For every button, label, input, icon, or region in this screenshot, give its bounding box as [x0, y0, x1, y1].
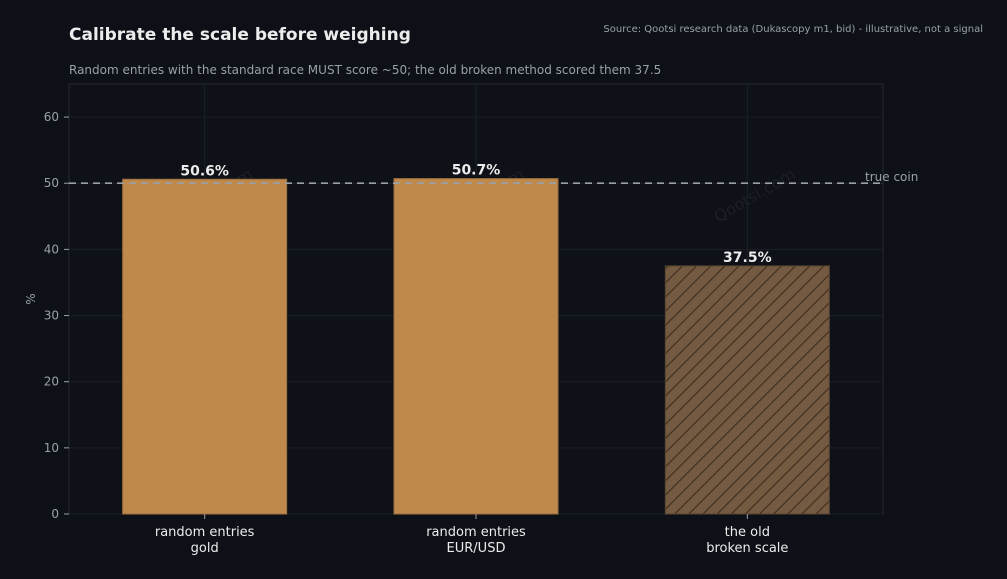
- y-tick-label: 60: [44, 110, 59, 124]
- bar: [393, 178, 559, 515]
- x-tick-label: random entries EUR/USD: [426, 525, 526, 556]
- bar-hatched: [664, 265, 830, 515]
- value-label: 50.7%: [452, 163, 501, 179]
- y-tick-label: 40: [44, 242, 59, 256]
- y-tick-label: 0: [51, 507, 59, 521]
- chart-subtitle: Random entries with the standard race MU…: [69, 63, 662, 77]
- x-tick-label: the old broken scale: [706, 525, 788, 556]
- y-axis-label: %: [24, 293, 38, 304]
- value-label: 50.6%: [180, 163, 229, 179]
- x-tick-label: random entries gold: [155, 525, 255, 556]
- y-tick-label: 50: [44, 176, 59, 190]
- value-label: 37.5%: [723, 250, 772, 266]
- reference-line-label: true coin: [865, 170, 918, 184]
- source-note: Source: Qootsi research data (Dukascopy …: [603, 24, 983, 35]
- chart-title: Calibrate the scale before weighing: [69, 25, 411, 45]
- y-tick-label: 30: [44, 309, 59, 323]
- y-tick-label: 20: [44, 375, 59, 389]
- y-tick-label: 10: [44, 441, 59, 455]
- bar: [122, 178, 288, 515]
